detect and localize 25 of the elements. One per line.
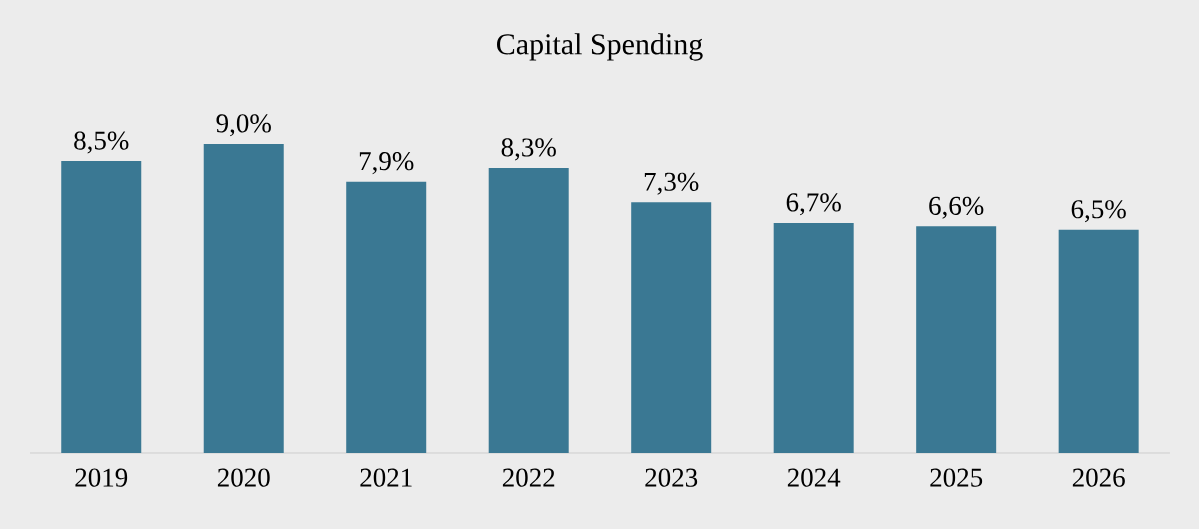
data-label: 8,3% — [501, 138, 556, 161]
data-label: 6,7% — [786, 193, 841, 216]
x-tick-label: 2019 — [75, 468, 128, 487]
bar — [1058, 229, 1139, 453]
x-tick-label: 2022 — [502, 468, 555, 487]
data-label: 9,0% — [216, 114, 271, 137]
bar — [203, 143, 284, 453]
data-label: 7,9% — [359, 152, 414, 175]
bar — [61, 161, 142, 453]
x-tick-label: 2024 — [787, 468, 841, 487]
bar — [346, 181, 427, 453]
bar — [916, 226, 997, 453]
x-tick-label: 2020 — [217, 468, 270, 487]
bar — [631, 202, 712, 453]
x-tick-label: 2025 — [930, 468, 983, 487]
chart-title: Capital Spending — [497, 33, 703, 61]
x-tick-label: 2021 — [360, 468, 412, 487]
data-label: 6,5% — [1071, 200, 1126, 223]
bar — [773, 222, 854, 453]
x-tick-label: 2026 — [1072, 468, 1125, 487]
data-label: 6,6% — [929, 196, 984, 219]
data-label: 7,3% — [644, 172, 699, 195]
x-tick-label: 2023 — [645, 468, 698, 487]
bar — [488, 167, 569, 453]
data-label: 8,5% — [74, 131, 129, 154]
